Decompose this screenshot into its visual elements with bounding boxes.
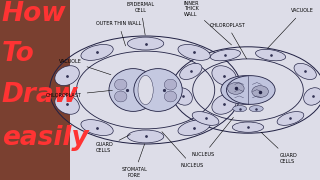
- Text: CHLOROPLAST: CHLOROPLAST: [46, 90, 112, 98]
- Ellipse shape: [232, 122, 264, 132]
- Ellipse shape: [134, 69, 182, 111]
- Text: STOMATAL
PORE: STOMATAL PORE: [122, 144, 147, 178]
- Ellipse shape: [81, 44, 113, 60]
- Ellipse shape: [228, 83, 244, 94]
- Ellipse shape: [109, 69, 157, 111]
- Text: EPIDERMAL
CELL: EPIDERMAL CELL: [127, 2, 155, 35]
- Ellipse shape: [252, 86, 268, 97]
- Text: VACUOLE: VACUOLE: [268, 8, 314, 48]
- Ellipse shape: [173, 88, 192, 105]
- Ellipse shape: [115, 91, 127, 102]
- Ellipse shape: [212, 66, 236, 86]
- Text: OUTER THIN WALL: OUTER THIN WALL: [96, 21, 141, 46]
- Text: VACUOLE: VACUOLE: [59, 59, 111, 75]
- Ellipse shape: [164, 79, 177, 90]
- Ellipse shape: [294, 63, 316, 80]
- Text: How: How: [2, 1, 66, 27]
- Ellipse shape: [127, 37, 164, 50]
- Ellipse shape: [180, 63, 202, 80]
- Ellipse shape: [55, 94, 79, 114]
- Ellipse shape: [212, 94, 236, 114]
- Text: NUCLEUS: NUCLEUS: [162, 132, 204, 168]
- Ellipse shape: [55, 66, 79, 86]
- Ellipse shape: [178, 44, 210, 60]
- Ellipse shape: [164, 91, 177, 102]
- Text: CHLOROPLAST: CHLOROPLAST: [209, 23, 247, 59]
- Bar: [70, 0, 320, 180]
- Ellipse shape: [221, 76, 269, 104]
- Ellipse shape: [304, 88, 320, 105]
- Text: NUCLEUS: NUCLEUS: [192, 117, 234, 157]
- Ellipse shape: [138, 75, 153, 105]
- Ellipse shape: [249, 105, 263, 112]
- Text: GUARD
CELLS: GUARD CELLS: [96, 134, 130, 153]
- Ellipse shape: [192, 112, 219, 125]
- Text: easily: easily: [2, 125, 88, 151]
- Text: GUARD
CELLS: GUARD CELLS: [261, 132, 298, 164]
- Ellipse shape: [227, 76, 275, 104]
- Ellipse shape: [115, 79, 127, 90]
- Ellipse shape: [233, 105, 247, 112]
- Text: Draw: Draw: [2, 82, 79, 108]
- Ellipse shape: [277, 112, 304, 125]
- Text: To: To: [2, 41, 34, 67]
- Ellipse shape: [210, 49, 240, 61]
- Ellipse shape: [178, 120, 210, 136]
- Ellipse shape: [256, 49, 286, 61]
- Ellipse shape: [127, 130, 164, 143]
- Text: INNER
THICK
WALL: INNER THICK WALL: [184, 1, 232, 45]
- Ellipse shape: [81, 120, 113, 136]
